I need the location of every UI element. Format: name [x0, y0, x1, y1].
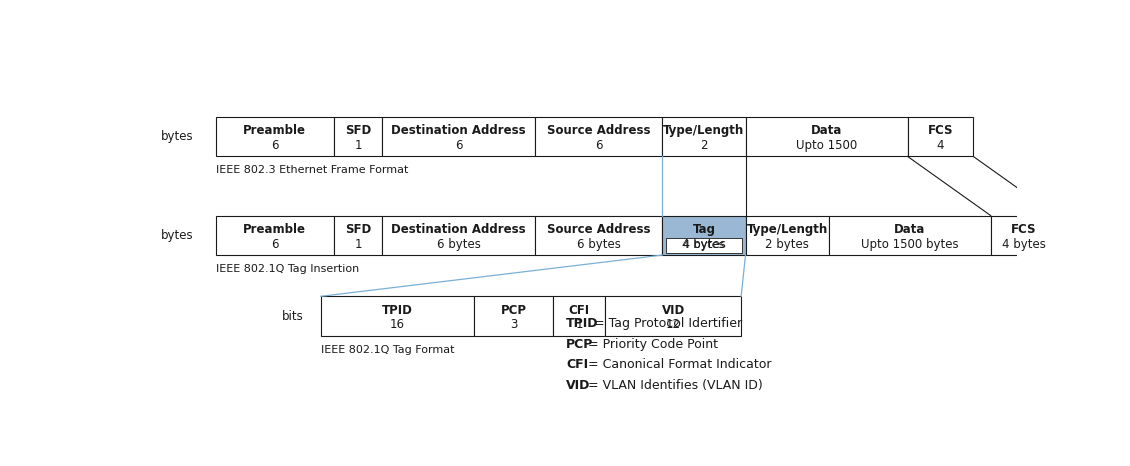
Text: = VLAN Identifies (VLAN ID): = VLAN Identifies (VLAN ID): [584, 379, 763, 392]
Text: 6: 6: [271, 139, 279, 152]
Bar: [553, 296, 606, 336]
Text: Type/Length: Type/Length: [747, 223, 828, 236]
Bar: [666, 238, 742, 253]
Text: 6 bytes: 6 bytes: [577, 238, 620, 251]
Text: 6: 6: [596, 139, 602, 152]
Text: 12: 12: [666, 318, 680, 331]
Bar: [991, 216, 1057, 255]
Text: 6: 6: [271, 238, 279, 251]
Text: Destination Address: Destination Address: [391, 223, 527, 236]
Text: Source Address: Source Address: [547, 223, 651, 236]
Text: Upto 1500 bytes: Upto 1500 bytes: [861, 238, 958, 251]
Bar: [216, 117, 334, 157]
Text: CFI: CFI: [566, 358, 588, 371]
Bar: [662, 117, 746, 157]
Text: Upto 1500: Upto 1500: [796, 139, 858, 152]
Text: Tag: Tag: [693, 223, 715, 236]
Text: 3: 3: [510, 318, 518, 331]
Text: VID: VID: [566, 379, 590, 392]
Text: IEEE 802.3 Ethernet Frame Format: IEEE 802.3 Ethernet Frame Format: [216, 165, 408, 175]
Bar: [216, 216, 334, 255]
Text: = Tag Protocol Idertifier: = Tag Protocol Idertifier: [590, 317, 742, 330]
Text: bits: bits: [281, 309, 303, 322]
Text: SFD: SFD: [345, 223, 371, 236]
Text: Source Address: Source Address: [547, 124, 651, 137]
Text: 4 bytes: 4 bytes: [684, 240, 724, 250]
Text: VID: VID: [662, 304, 685, 316]
Bar: [475, 296, 553, 336]
Text: 4 bytes: 4 bytes: [683, 238, 725, 251]
Text: 2 bytes: 2 bytes: [765, 238, 809, 251]
Bar: [662, 216, 746, 255]
Text: 4: 4: [937, 139, 945, 152]
Text: 1: 1: [354, 238, 362, 251]
Text: IEEE 802.1Q Tag Format: IEEE 802.1Q Tag Format: [321, 345, 454, 355]
Text: 1: 1: [575, 318, 583, 331]
Text: Data: Data: [811, 124, 842, 137]
Text: Type/Length: Type/Length: [663, 124, 745, 137]
Bar: [746, 216, 828, 255]
Text: bytes: bytes: [162, 130, 194, 143]
Text: PCP: PCP: [501, 304, 527, 316]
Text: 4 bytes: 4 bytes: [1001, 238, 1045, 251]
Bar: [321, 296, 475, 336]
Bar: [334, 117, 382, 157]
Text: 2: 2: [701, 139, 707, 152]
Text: PCP: PCP: [566, 337, 593, 350]
Text: IEEE 802.1Q Tag Insertion: IEEE 802.1Q Tag Insertion: [216, 264, 359, 274]
Bar: [828, 216, 991, 255]
Text: Preamble: Preamble: [243, 223, 306, 236]
Text: 6: 6: [455, 139, 462, 152]
Text: = Priority Code Point: = Priority Code Point: [584, 337, 718, 350]
Text: = Canonical Format Indicator: = Canonical Format Indicator: [584, 358, 772, 371]
Bar: [382, 216, 536, 255]
Text: 16: 16: [390, 318, 405, 331]
Bar: [746, 117, 907, 157]
Bar: [334, 216, 382, 255]
Text: Destination Address: Destination Address: [391, 124, 527, 137]
Text: FCS: FCS: [1011, 223, 1036, 236]
Text: 6 bytes: 6 bytes: [437, 238, 480, 251]
Text: Data: Data: [894, 223, 925, 236]
Bar: [536, 216, 662, 255]
Bar: [907, 117, 973, 157]
Text: bytes: bytes: [162, 229, 194, 242]
Bar: [382, 117, 536, 157]
Text: 1: 1: [354, 139, 362, 152]
Text: CFI: CFI: [568, 304, 590, 316]
Bar: [536, 117, 662, 157]
Text: SFD: SFD: [345, 124, 371, 137]
Bar: [606, 296, 741, 336]
Text: Preamble: Preamble: [243, 124, 306, 137]
Text: TPID: TPID: [566, 317, 599, 330]
Text: TPID: TPID: [382, 304, 412, 316]
Text: FCS: FCS: [928, 124, 953, 137]
